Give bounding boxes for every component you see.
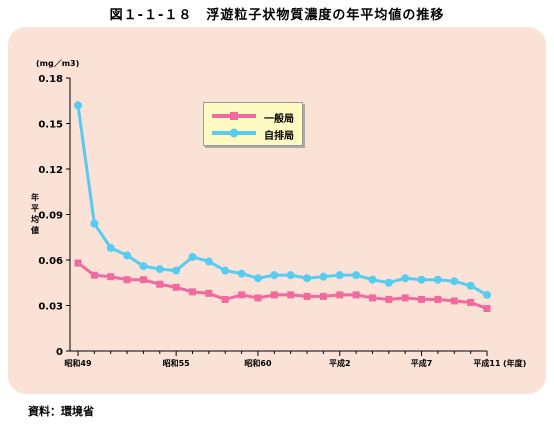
data-point <box>368 275 377 284</box>
data-point <box>90 219 99 228</box>
data-point <box>172 266 181 275</box>
x-tick-label: 昭和60 <box>244 358 272 368</box>
data-point <box>417 275 426 284</box>
data-point <box>106 243 115 252</box>
x-tick-label: 昭和55 <box>163 358 191 368</box>
source-note: 資料：環境省 <box>28 405 94 418</box>
data-point <box>433 275 442 284</box>
legend-item-ippan: 一般局 <box>210 109 300 125</box>
y-unit-label: (mg／m3) <box>36 58 79 68</box>
data-point <box>466 281 475 290</box>
data-point <box>123 276 131 284</box>
x-tick-label: 平成11 <box>473 358 501 368</box>
data-point <box>254 294 262 302</box>
series-line-0 <box>77 261 488 310</box>
y-tick-label: 0.15 <box>38 120 63 131</box>
data-point <box>253 274 262 283</box>
legend-swatch-jihai <box>212 128 256 138</box>
data-point <box>319 272 328 281</box>
data-point <box>221 266 230 275</box>
legend-label-jihai: 自排局 <box>264 131 294 142</box>
y-tick-label: 0.12 <box>38 165 63 176</box>
data-point <box>156 280 164 288</box>
data-point <box>450 297 458 305</box>
data-point <box>237 269 246 278</box>
data-point <box>384 278 393 287</box>
data-point <box>483 290 491 299</box>
data-point <box>335 271 344 280</box>
legend-item-jihai: 自排局 <box>210 126 300 142</box>
y-tick-label: 0.06 <box>38 256 63 267</box>
data-point <box>336 291 344 299</box>
data-point <box>287 291 295 299</box>
data-point <box>238 291 246 299</box>
data-point <box>204 257 213 266</box>
data-point <box>303 292 311 300</box>
x-tick-label: 平成2 <box>329 358 351 368</box>
legend-swatch-ippan <box>212 112 256 120</box>
data-point <box>450 277 459 286</box>
data-point <box>401 294 409 302</box>
data-point <box>270 291 278 299</box>
data-point <box>434 295 442 303</box>
data-point <box>139 262 148 271</box>
data-point <box>483 305 491 313</box>
data-point <box>303 274 312 283</box>
y-axis-label: 年平均値 <box>30 192 39 235</box>
data-point <box>319 292 327 300</box>
y-tick-label: 0.09 <box>38 211 63 222</box>
data-point <box>286 271 295 280</box>
data-point <box>368 294 376 302</box>
x-tick-label: 昭和49 <box>64 358 92 368</box>
data-point <box>418 295 426 303</box>
data-point <box>352 271 361 280</box>
chart-panel <box>8 27 546 394</box>
data-point <box>189 288 197 296</box>
x-unit-label: (年度) <box>503 358 526 368</box>
data-point <box>352 291 360 299</box>
data-point <box>123 251 132 260</box>
series-markers <box>74 101 491 313</box>
data-point <box>188 252 197 261</box>
legend-label-ippan: 一般局 <box>264 114 294 125</box>
data-point <box>74 259 82 267</box>
legend: 一般局 自排局 <box>203 102 303 146</box>
y-tick-label: 0.03 <box>38 302 63 313</box>
data-point <box>205 289 213 297</box>
y-tick-label: 0.18 <box>38 74 63 85</box>
data-point <box>107 273 115 281</box>
data-point <box>74 101 82 110</box>
data-point <box>401 274 410 283</box>
data-point <box>467 298 475 306</box>
chart-title: 図１-１-１８ 浮遊粒子状物質濃度の年平均値の推移 <box>109 8 445 23</box>
data-point <box>139 276 147 284</box>
y-tick-label: 0 <box>56 347 63 358</box>
data-point <box>270 271 279 280</box>
data-point <box>155 265 164 274</box>
x-tick-label: 平成7 <box>411 358 433 368</box>
data-point <box>385 295 393 303</box>
axes: 0 0.03 0.06 0.09 0.12 0.15 0.18 昭和49 昭和55 昭和60 平成2… <box>38 74 526 368</box>
data-point <box>221 295 229 303</box>
data-point <box>90 271 98 279</box>
data-point <box>172 283 180 291</box>
